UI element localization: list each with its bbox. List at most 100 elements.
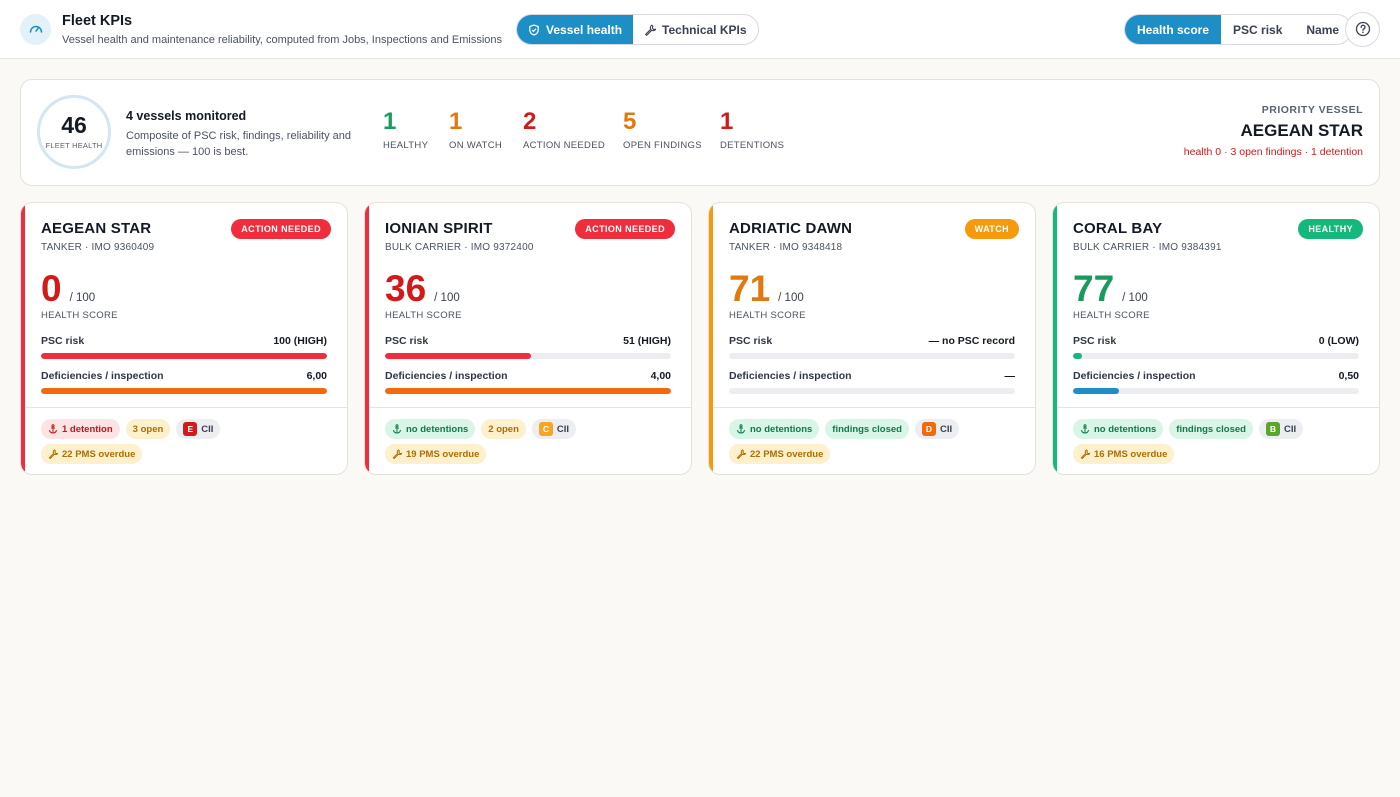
card-divider: [369, 407, 691, 408]
vessel-type-imo: TANKER · IMO 9348418: [729, 242, 843, 253]
metric-value: 0,50: [1338, 370, 1359, 382]
vessels-monitored: 4 vessels monitored: [126, 109, 247, 123]
anchor-icon: [1080, 424, 1090, 435]
tab-technical-kpis[interactable]: Technical KPIs: [633, 15, 757, 44]
chip-label: CII: [939, 423, 953, 435]
status-chip: 16 PMS overdue: [1073, 444, 1175, 464]
card-accent-bar: [709, 203, 713, 474]
chip-label: findings closed: [832, 423, 902, 435]
metric-value: 6,00: [306, 370, 327, 382]
fleet-health-explanation: Composite of PSC risk, findings, reliabi…: [126, 130, 351, 158]
sort-psc-risk[interactable]: PSC risk: [1233, 22, 1283, 37]
vessel-card[interactable]: ADRIATIC DAWN TANKER · IMO 9348418 WATCH 71…: [708, 202, 1036, 475]
tab-vessel-health[interactable]: Vessel health: [517, 15, 634, 44]
deficiencies-metric: Deficiencies / inspection 6,00: [41, 370, 327, 394]
stat-label: ON WATCH: [449, 140, 503, 151]
metric-value: 4,00: [650, 370, 671, 382]
vessel-card[interactable]: CORAL BAY BULK CARRIER · IMO 9384391 HEALT…: [1052, 202, 1380, 475]
deficiencies-bar-fill: [385, 388, 671, 394]
metric-label: Deficiencies / inspection: [1073, 370, 1196, 382]
stat-on-watch: 1 ON WATCH: [449, 110, 503, 152]
vessel-name: AEGEAN STAR: [41, 220, 152, 237]
health-score: 0 / 100: [41, 270, 95, 307]
status-chip: E CII: [176, 419, 221, 439]
status-chip: 19 PMS overdue: [385, 444, 487, 464]
shield-icon: [528, 23, 540, 37]
wrench-icon: [644, 23, 657, 37]
card-accent-bar: [1053, 203, 1057, 474]
vessel-card[interactable]: AEGEAN STAR TANKER · IMO 9360409 ACTION NE…: [20, 202, 348, 475]
psc-risk-metric: PSC risk — no PSC record: [729, 335, 1015, 359]
question-circle-icon: [1355, 21, 1371, 39]
anchor-icon: [392, 424, 402, 435]
health-score-max: / 100: [69, 292, 96, 304]
priority-vessel[interactable]: PRIORITY VESSEL AEGEAN STAR health 0 · 3…: [1184, 104, 1363, 158]
fleet-health-gauge: 46 FLEET HEALTH: [37, 95, 111, 169]
status-chip: B CII: [1258, 419, 1304, 439]
priority-label: PRIORITY VESSEL: [1261, 104, 1363, 116]
deficiencies-bar: [729, 388, 1015, 394]
wrench-icon: [48, 449, 58, 460]
psc-risk-bar: [385, 353, 671, 359]
stat-value: 2: [523, 108, 537, 135]
status-chip: 1 detention: [41, 419, 120, 439]
chip-label: findings closed: [1176, 423, 1246, 435]
health-score-max: / 100: [434, 292, 460, 304]
chip-label: CII: [201, 423, 214, 435]
help-button[interactable]: [1345, 12, 1380, 47]
deficiencies-bar: [385, 388, 671, 394]
fleet-health-label: FLEET HEALTH: [45, 141, 103, 150]
psc-risk-metric: PSC risk 51 (HIGH): [385, 335, 671, 359]
deficiencies-bar: [1073, 388, 1359, 394]
metric-label: PSC risk: [1073, 335, 1117, 347]
sort-name[interactable]: Name: [1306, 22, 1340, 37]
chip-label: no detentions: [750, 423, 813, 435]
vessel-name: IONIAN SPIRIT: [385, 220, 493, 237]
metric-label: PSC risk: [729, 335, 773, 347]
metric-label: PSC risk: [41, 335, 85, 347]
chip-label: 3 open: [132, 423, 164, 435]
vessel-type-imo: TANKER · IMO 9360409: [41, 242, 155, 253]
fleet-description: 4 vessels monitored Composite of PSC ris…: [126, 109, 366, 160]
sort-health-score[interactable]: Health score: [1125, 15, 1222, 44]
status-badge: WATCH: [964, 219, 1019, 239]
cii-grade-badge: B: [1265, 422, 1280, 436]
health-score: 77 / 100: [1073, 270, 1148, 307]
health-score-label: HEALTH SCORE: [385, 310, 462, 321]
chip-label: 1 detention: [62, 423, 113, 435]
psc-risk-bar: [729, 353, 1015, 359]
metric-value: —: [1004, 370, 1016, 382]
metric-value: 100 (HIGH): [273, 335, 327, 347]
top-bar: Fleet KPIs Vessel health and maintenance…: [0, 0, 1400, 59]
card-chips: no detentions findings closed D CII 22 PMS o…: [729, 419, 989, 464]
health-score-label: HEALTH SCORE: [41, 310, 118, 321]
psc-risk-bar-fill: [1073, 353, 1082, 359]
metric-label: PSC risk: [385, 335, 429, 347]
psc-risk-bar: [41, 353, 327, 359]
cii-grade-badge: D: [921, 422, 936, 436]
vessel-name: CORAL BAY: [1073, 220, 1163, 237]
status-chip: 22 PMS overdue: [729, 444, 831, 464]
status-chip: D CII: [914, 419, 960, 439]
cii-grade-badge: E: [183, 422, 198, 436]
fleet-health-value: 46: [61, 112, 87, 138]
anchor-icon: [736, 424, 746, 435]
status-chip: 3 open: [125, 419, 171, 439]
card-divider: [1057, 407, 1379, 408]
status-chip: findings closed: [1169, 419, 1253, 439]
vessel-name: ADRIATIC DAWN: [729, 220, 853, 237]
stat-action-needed: 2 ACTION NEEDED: [523, 108, 605, 152]
wrench-icon: [392, 449, 402, 460]
wrench-icon: [736, 449, 746, 460]
status-chip: 22 PMS overdue: [41, 444, 143, 464]
status-chip: no detentions: [385, 419, 476, 439]
sort-toggle: Health score PSC risk Name: [1124, 14, 1353, 45]
stat-value: 5: [623, 108, 637, 135]
status-chip: no detentions: [729, 419, 820, 439]
stat-value: 1: [383, 108, 397, 135]
chip-label: 22 PMS overdue: [750, 448, 824, 460]
vessel-card[interactable]: IONIAN SPIRIT BULK CARRIER · IMO 9372400 A…: [364, 202, 692, 475]
deficiencies-metric: Deficiencies / inspection —: [729, 370, 1015, 394]
health-score: 36 / 100: [385, 270, 460, 307]
anchor-icon: [48, 424, 58, 435]
